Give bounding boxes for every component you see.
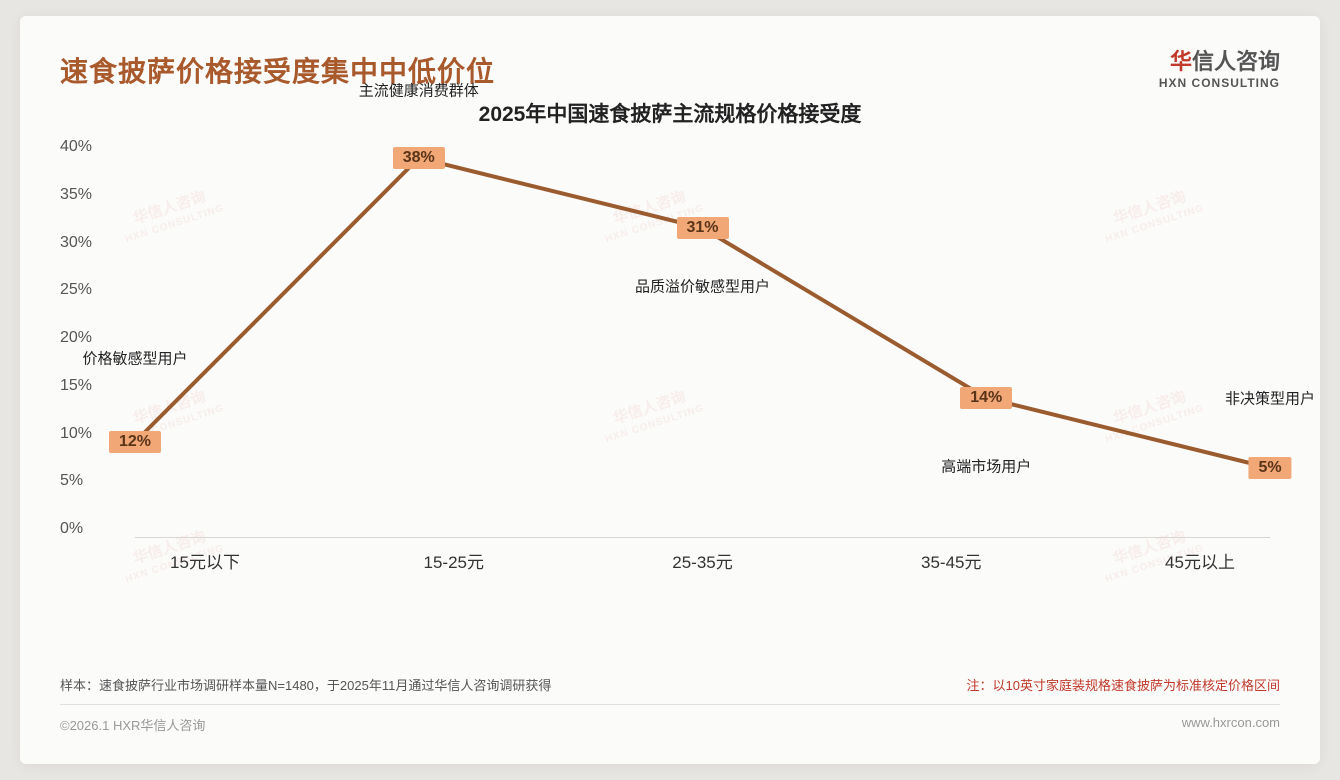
data-label-2[interactable]: 31% <box>676 217 728 239</box>
page-wrap: 速食披萨价格接受度集中中低价位 华信人咨询 HXN CONSULTING 202… <box>0 0 1340 780</box>
price-acceptance-line[interactable] <box>135 158 1270 468</box>
brand-block: 华信人咨询 HXN CONSULTING <box>1159 50 1280 90</box>
plot-area: 12% 38% 31% 14% 5% 价格敏感型用户 主流健康消费群体 品质溢价… <box>135 138 1270 538</box>
report-card: 速食披萨价格接受度集中中低价位 华信人咨询 HXN CONSULTING 202… <box>20 16 1320 764</box>
data-label-1[interactable]: 38% <box>393 147 445 169</box>
footer-note-right: 注：以10英寸家庭装规格速食披萨为标准核定价格区间 <box>967 675 1280 694</box>
x-tick-4: 45元以上 <box>1130 548 1270 573</box>
x-tick-0: 15元以下 <box>135 548 275 573</box>
chart-plot: 华信人咨询 HXN CONSULTING 华信人咨询 HXN CONSULTIN… <box>60 138 1280 568</box>
y-tick-2: 30% <box>60 234 120 252</box>
footer-bottom-row: ©2026.1 HXR华信人咨询 www.hxrcon.com <box>60 705 1280 734</box>
y-tick-1: 35% <box>60 186 120 204</box>
chart-title: 2025年中国速食披萨主流规格价格接受度 <box>60 98 1280 128</box>
footer-website[interactable]: www.hxrcon.com <box>1182 715 1280 734</box>
footer: 样本：速食披萨行业市场调研样本量N=1480，于2025年11月通过华信人咨询调… <box>60 675 1280 734</box>
brand-name-hua: 华 <box>1170 49 1192 74</box>
y-tick-7: 5% <box>60 472 120 490</box>
y-tick-5: 15% <box>60 377 120 395</box>
annotation-4: 非决策型用户 <box>1225 388 1315 409</box>
y-tick-3: 25% <box>60 281 120 299</box>
annotation-0: 价格敏感型用户 <box>82 348 187 369</box>
footer-note-left: 样本：速食披萨行业市场调研样本量N=1480，于2025年11月通过华信人咨询调… <box>60 675 551 694</box>
footer-copyright: ©2026.1 HXR华信人咨询 <box>60 715 205 734</box>
x-tick-3: 35-45元 <box>881 548 1021 573</box>
x-tick-2: 25-35元 <box>633 548 773 573</box>
y-tick-0: 40% <box>60 138 120 156</box>
y-tick-8: 0% <box>60 520 120 538</box>
brand-subtitle: HXN CONSULTING <box>1159 76 1280 90</box>
header: 速食披萨价格接受度集中中低价位 华信人咨询 HXN CONSULTING <box>60 16 1280 90</box>
annotation-3: 高端市场用户 <box>941 456 1031 477</box>
annotation-1: 主流健康消费群体 <box>359 80 479 101</box>
brand-name-rest: 信人咨询 <box>1192 49 1280 74</box>
line-chart-svg <box>135 138 1270 538</box>
y-axis: 40% 35% 30% 25% 20% 15% 10% 5% 0% <box>60 138 120 538</box>
data-label-0[interactable]: 12% <box>109 431 161 453</box>
x-tick-1: 15-25元 <box>384 548 524 573</box>
footer-note-row: 样本：速食披萨行业市场调研样本量N=1480，于2025年11月通过华信人咨询调… <box>60 675 1280 705</box>
chart-container: 2025年中国速食披萨主流规格价格接受度 华信人咨询 HXN CONSULTIN… <box>60 98 1280 658</box>
x-axis: 15元以下 15-25元 25-35元 35-45元 45元以上 <box>135 548 1270 573</box>
data-label-3[interactable]: 14% <box>960 387 1012 409</box>
brand-name: 华信人咨询 <box>1159 50 1280 74</box>
annotation-2: 品质溢价敏感型用户 <box>635 276 770 297</box>
y-tick-4: 20% <box>60 329 120 347</box>
data-label-4[interactable]: 5% <box>1248 457 1291 479</box>
